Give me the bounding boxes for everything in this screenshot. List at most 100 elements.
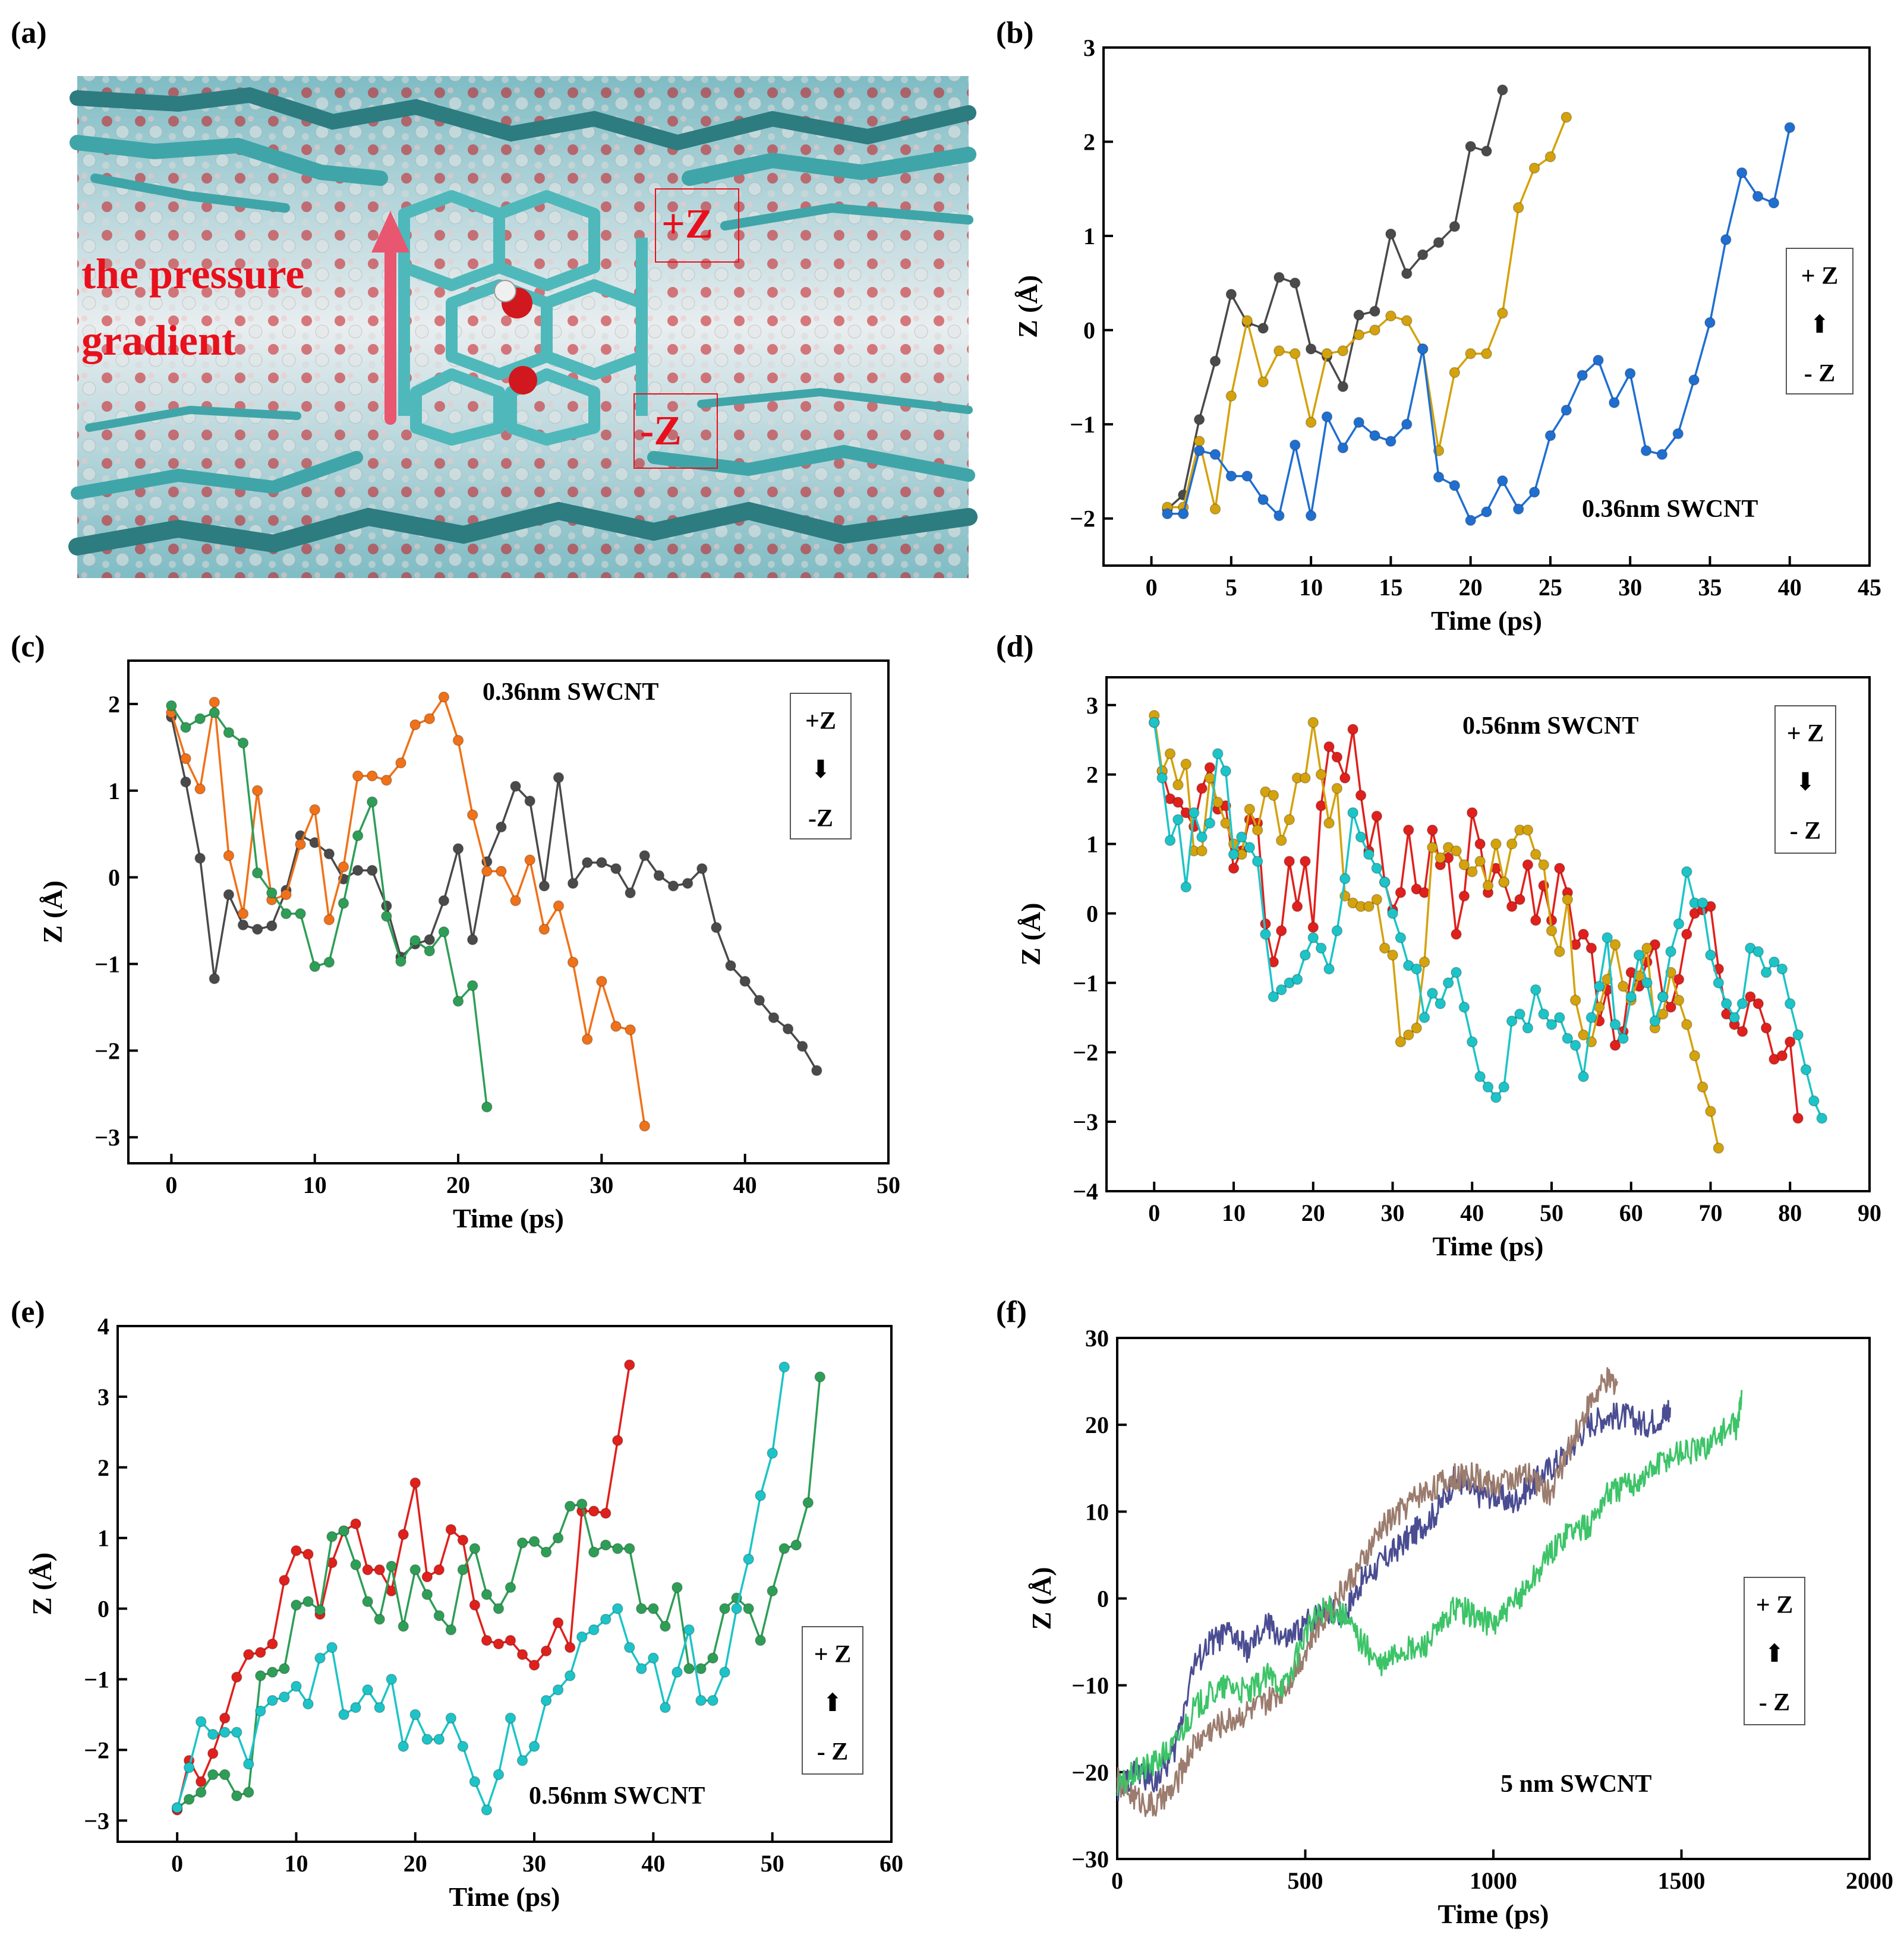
data-point-red: [1458, 890, 1470, 902]
data-point-red: [1514, 894, 1525, 905]
x-tick-label: 50: [1540, 1200, 1563, 1226]
data-point-red: [1323, 741, 1335, 753]
data-point-red: [516, 1649, 528, 1661]
data-point-yellow: [1411, 1022, 1422, 1034]
data-point-cyan: [1705, 949, 1716, 961]
data-point-orange: [553, 900, 565, 912]
data-point-black: [194, 853, 206, 864]
data-point-yellow: [1506, 838, 1518, 850]
data-point-cyan: [1149, 717, 1160, 728]
data-point-red: [1395, 887, 1407, 898]
data-point-yellow: [1713, 1142, 1725, 1154]
data-point-yellow: [1363, 901, 1375, 912]
series-line-purple: [1116, 1400, 1671, 1801]
data-point-black: [424, 934, 436, 945]
data-point-green: [802, 1497, 814, 1508]
data-point-cyan: [183, 1762, 195, 1773]
data-point-green: [624, 1543, 635, 1554]
data-point-green: [719, 1603, 730, 1614]
data-point-black: [1369, 305, 1380, 317]
x-tick-label: 40: [641, 1850, 665, 1877]
data-point-blue: [1720, 234, 1732, 245]
data-point-green: [395, 955, 406, 967]
data-point-cyan: [1506, 1015, 1518, 1027]
data-point-cyan: [1164, 835, 1176, 846]
data-point-black: [466, 934, 478, 945]
direction-arrow-icon: ⬇: [810, 756, 831, 784]
data-point-blue: [1512, 503, 1524, 515]
legend-label: - Z: [1804, 360, 1836, 387]
y-axis-title: Z (Å): [1016, 902, 1046, 965]
legend-box: [1786, 248, 1853, 394]
y-tick-label: 1: [97, 1525, 109, 1552]
data-point-red: [1307, 921, 1319, 933]
data-point-yellow: [1395, 1036, 1407, 1047]
x-tick-label: 90: [1858, 1200, 1881, 1226]
data-point-green: [790, 1539, 802, 1551]
data-point-cyan: [1673, 918, 1685, 930]
data-point-red: [1331, 752, 1343, 763]
data-point-orange: [596, 976, 607, 987]
data-point-cyan: [1785, 998, 1796, 1009]
chart-d: 0 10 20 30 40 50 60 70 80 90 −4 −3 −2 −1 0 1 2 3 Time (ps)…: [1016, 676, 1881, 1261]
data-point-black: [1497, 84, 1508, 96]
data-point-blue: [1369, 430, 1380, 441]
data-point-red: [624, 1359, 635, 1371]
data-point-yellow: [1481, 348, 1492, 359]
data-point-cyan: [493, 1769, 505, 1781]
data-point-yellow: [1609, 939, 1621, 951]
data-point-black: [510, 781, 521, 792]
data-point-black: [1225, 289, 1237, 300]
data-point-yellow: [1427, 842, 1438, 853]
data-point-cyan: [695, 1694, 707, 1706]
data-point-green: [366, 796, 378, 808]
data-point-green: [279, 1663, 290, 1674]
data-point-cyan: [469, 1776, 481, 1788]
chart-f: 0 500 1000 1500 2000 −30 −20 −10 0 10 20 30 Time (ps…: [1026, 1325, 1893, 1929]
data-point-blue: [1752, 191, 1764, 202]
data-point-blue: [1433, 471, 1445, 483]
data-point-red: [552, 1617, 564, 1628]
data-point-red: [207, 1748, 219, 1759]
data-point-cyan: [564, 1670, 576, 1681]
data-point-green: [207, 1769, 219, 1781]
data-point-cyan: [1490, 1091, 1502, 1103]
x-axis-title: Time (ps): [449, 1882, 560, 1912]
data-point-cyan: [1657, 991, 1669, 1002]
data-point-orange: [424, 713, 436, 724]
data-point-blue: [1544, 430, 1556, 441]
y-tick-label: −10: [1071, 1672, 1109, 1699]
data-point-cyan: [1697, 897, 1708, 909]
data-point-orange: [352, 770, 364, 782]
y-axis-title: Z (Å): [1013, 275, 1043, 338]
data-point-orange: [452, 734, 464, 746]
data-point-red: [1673, 974, 1685, 985]
data-point-cyan: [302, 1698, 314, 1710]
data-point-black: [352, 864, 364, 876]
data-point-yellow: [1467, 866, 1478, 878]
data-point-green: [636, 1603, 647, 1614]
data-point-cyan: [457, 1741, 469, 1752]
data-point-yellow: [1290, 348, 1301, 359]
x-tick-label: 1500: [1658, 1867, 1706, 1894]
data-point-cyan: [1522, 1022, 1534, 1034]
data-point-black: [1353, 310, 1364, 321]
data-point-green: [323, 957, 335, 968]
data-point-cyan: [1562, 1033, 1573, 1044]
data-point-blue: [1577, 370, 1588, 381]
x-tick-label: 15: [1379, 574, 1402, 601]
chart-c: 0 10 20 30 40 50 −3 −2 −1 0 1 2 Time (ps) Z (Å) 0.36nm…: [37, 659, 900, 1233]
data-point-cyan: [1569, 1040, 1581, 1051]
data-point-orange: [309, 804, 320, 816]
y-tick-label: −2: [1070, 506, 1095, 532]
data-point-yellow: [1315, 769, 1327, 780]
x-tick-label: 35: [1698, 574, 1722, 601]
data-point-black: [796, 1040, 808, 1052]
direction-arrow-icon: ⬇: [1795, 769, 1815, 796]
data-point-black: [725, 960, 736, 971]
data-point-green: [183, 1794, 195, 1805]
data-point-black: [1417, 249, 1429, 261]
data-point-yellow: [1321, 348, 1333, 359]
data-point-cyan: [600, 1614, 611, 1625]
data-point-blue: [1273, 510, 1285, 522]
